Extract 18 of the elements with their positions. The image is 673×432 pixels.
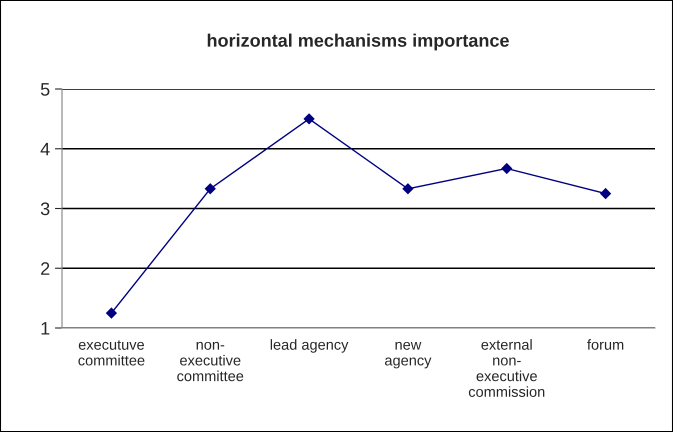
point [204, 183, 216, 194]
x-tick-label: lead agency [270, 339, 348, 353]
x-tick-label: forum [587, 339, 624, 350]
y-tick-label: 4 [40, 142, 50, 156]
x-tick-label: non- executive committee [177, 342, 244, 382]
point [402, 183, 414, 194]
y-tick-label: 5 [40, 83, 50, 96]
x-tick-label: new agency [385, 342, 432, 368]
y-tick-label: 2 [41, 262, 50, 275]
x-tick-label: external non- executive commission [468, 339, 544, 397]
point [501, 163, 512, 174]
chart-title: horizontal mechanisms importance [208, 34, 509, 50]
y-tick-label: 3 [40, 202, 50, 216]
point [106, 308, 117, 318]
y-tick-label: 1 [42, 322, 50, 335]
point [600, 188, 612, 199]
x-tick-label: executuve committee [78, 340, 144, 366]
point [304, 113, 315, 124]
